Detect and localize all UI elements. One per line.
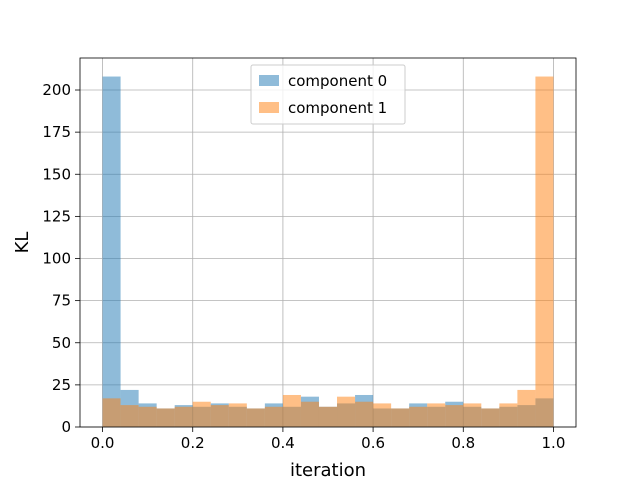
x-tick-label: 0.4 <box>271 434 295 452</box>
histogram-bar-component-1 <box>192 401 211 427</box>
x-axis-title: iteration <box>290 460 366 480</box>
histogram-bar-component-1 <box>373 403 392 427</box>
x-tick-label: 0.6 <box>361 434 385 452</box>
histogram-bar-component-1 <box>337 396 356 427</box>
y-tick-label: 200 <box>42 81 71 99</box>
y-tick-label: 100 <box>42 250 71 268</box>
y-tick-label: 25 <box>52 376 71 394</box>
histogram-bar-component-1 <box>156 408 175 427</box>
histogram-bar-component-1 <box>210 405 229 427</box>
x-tick-label: 0.0 <box>91 434 115 452</box>
histogram-bar-component-1 <box>300 401 319 427</box>
histogram-bar-component-1 <box>102 398 121 427</box>
legend-label-component-0: component 0 <box>288 72 387 90</box>
y-tick-label: 125 <box>42 207 71 225</box>
histogram-bar-component-1 <box>120 405 139 427</box>
histogram-bar-component-1 <box>355 401 374 427</box>
plot-frame <box>79 57 577 428</box>
legend-swatch-component-1 <box>259 102 279 113</box>
y-axis-title: KL <box>12 232 33 254</box>
y-tick-label: 150 <box>42 165 71 183</box>
y-tick-label: 0 <box>61 418 71 436</box>
histogram-bar-component-1 <box>535 76 554 428</box>
x-tick-label: 0.8 <box>451 434 475 452</box>
axis-ticks: 0.0 0.2 0.4 0.6 0.8 1.0 0 25 50 75 100 125 150 175 200 <box>42 81 565 452</box>
x-tick-label: 0.2 <box>181 434 205 452</box>
legend-swatch-component-0 <box>259 75 279 86</box>
histogram-bar-component-1 <box>282 394 301 427</box>
histogram-bar-component-0 <box>102 76 121 428</box>
histogram-bar-component-1 <box>445 405 464 427</box>
y-tick-label: 50 <box>52 334 71 352</box>
histogram-bar-component-1 <box>427 403 446 427</box>
histogram-bar-component-1 <box>264 406 283 427</box>
x-tick-label: 1.0 <box>542 434 566 452</box>
legend-box <box>250 64 406 125</box>
y-tick-label: 175 <box>42 123 71 141</box>
histogram-bar-component-1 <box>463 403 482 427</box>
legend: component 0 component 1 <box>250 64 406 125</box>
histogram-bar-component-1 <box>174 406 193 427</box>
histogram-bar-component-1 <box>499 403 518 427</box>
histogram-bar-component-1 <box>409 406 428 427</box>
y-tick-label: 75 <box>52 292 71 310</box>
legend-label-component-1: component 1 <box>288 99 387 117</box>
histogram-bars <box>102 76 554 428</box>
histogram-bar-component-1 <box>391 408 410 427</box>
histogram-bar-component-1 <box>138 406 157 427</box>
histogram-bar-component-1 <box>246 408 265 427</box>
histogram-bar-component-1 <box>228 403 247 427</box>
histogram-bar-component-1 <box>517 389 536 427</box>
histogram-bar-component-1 <box>481 408 500 427</box>
histogram-bar-component-1 <box>318 406 338 427</box>
